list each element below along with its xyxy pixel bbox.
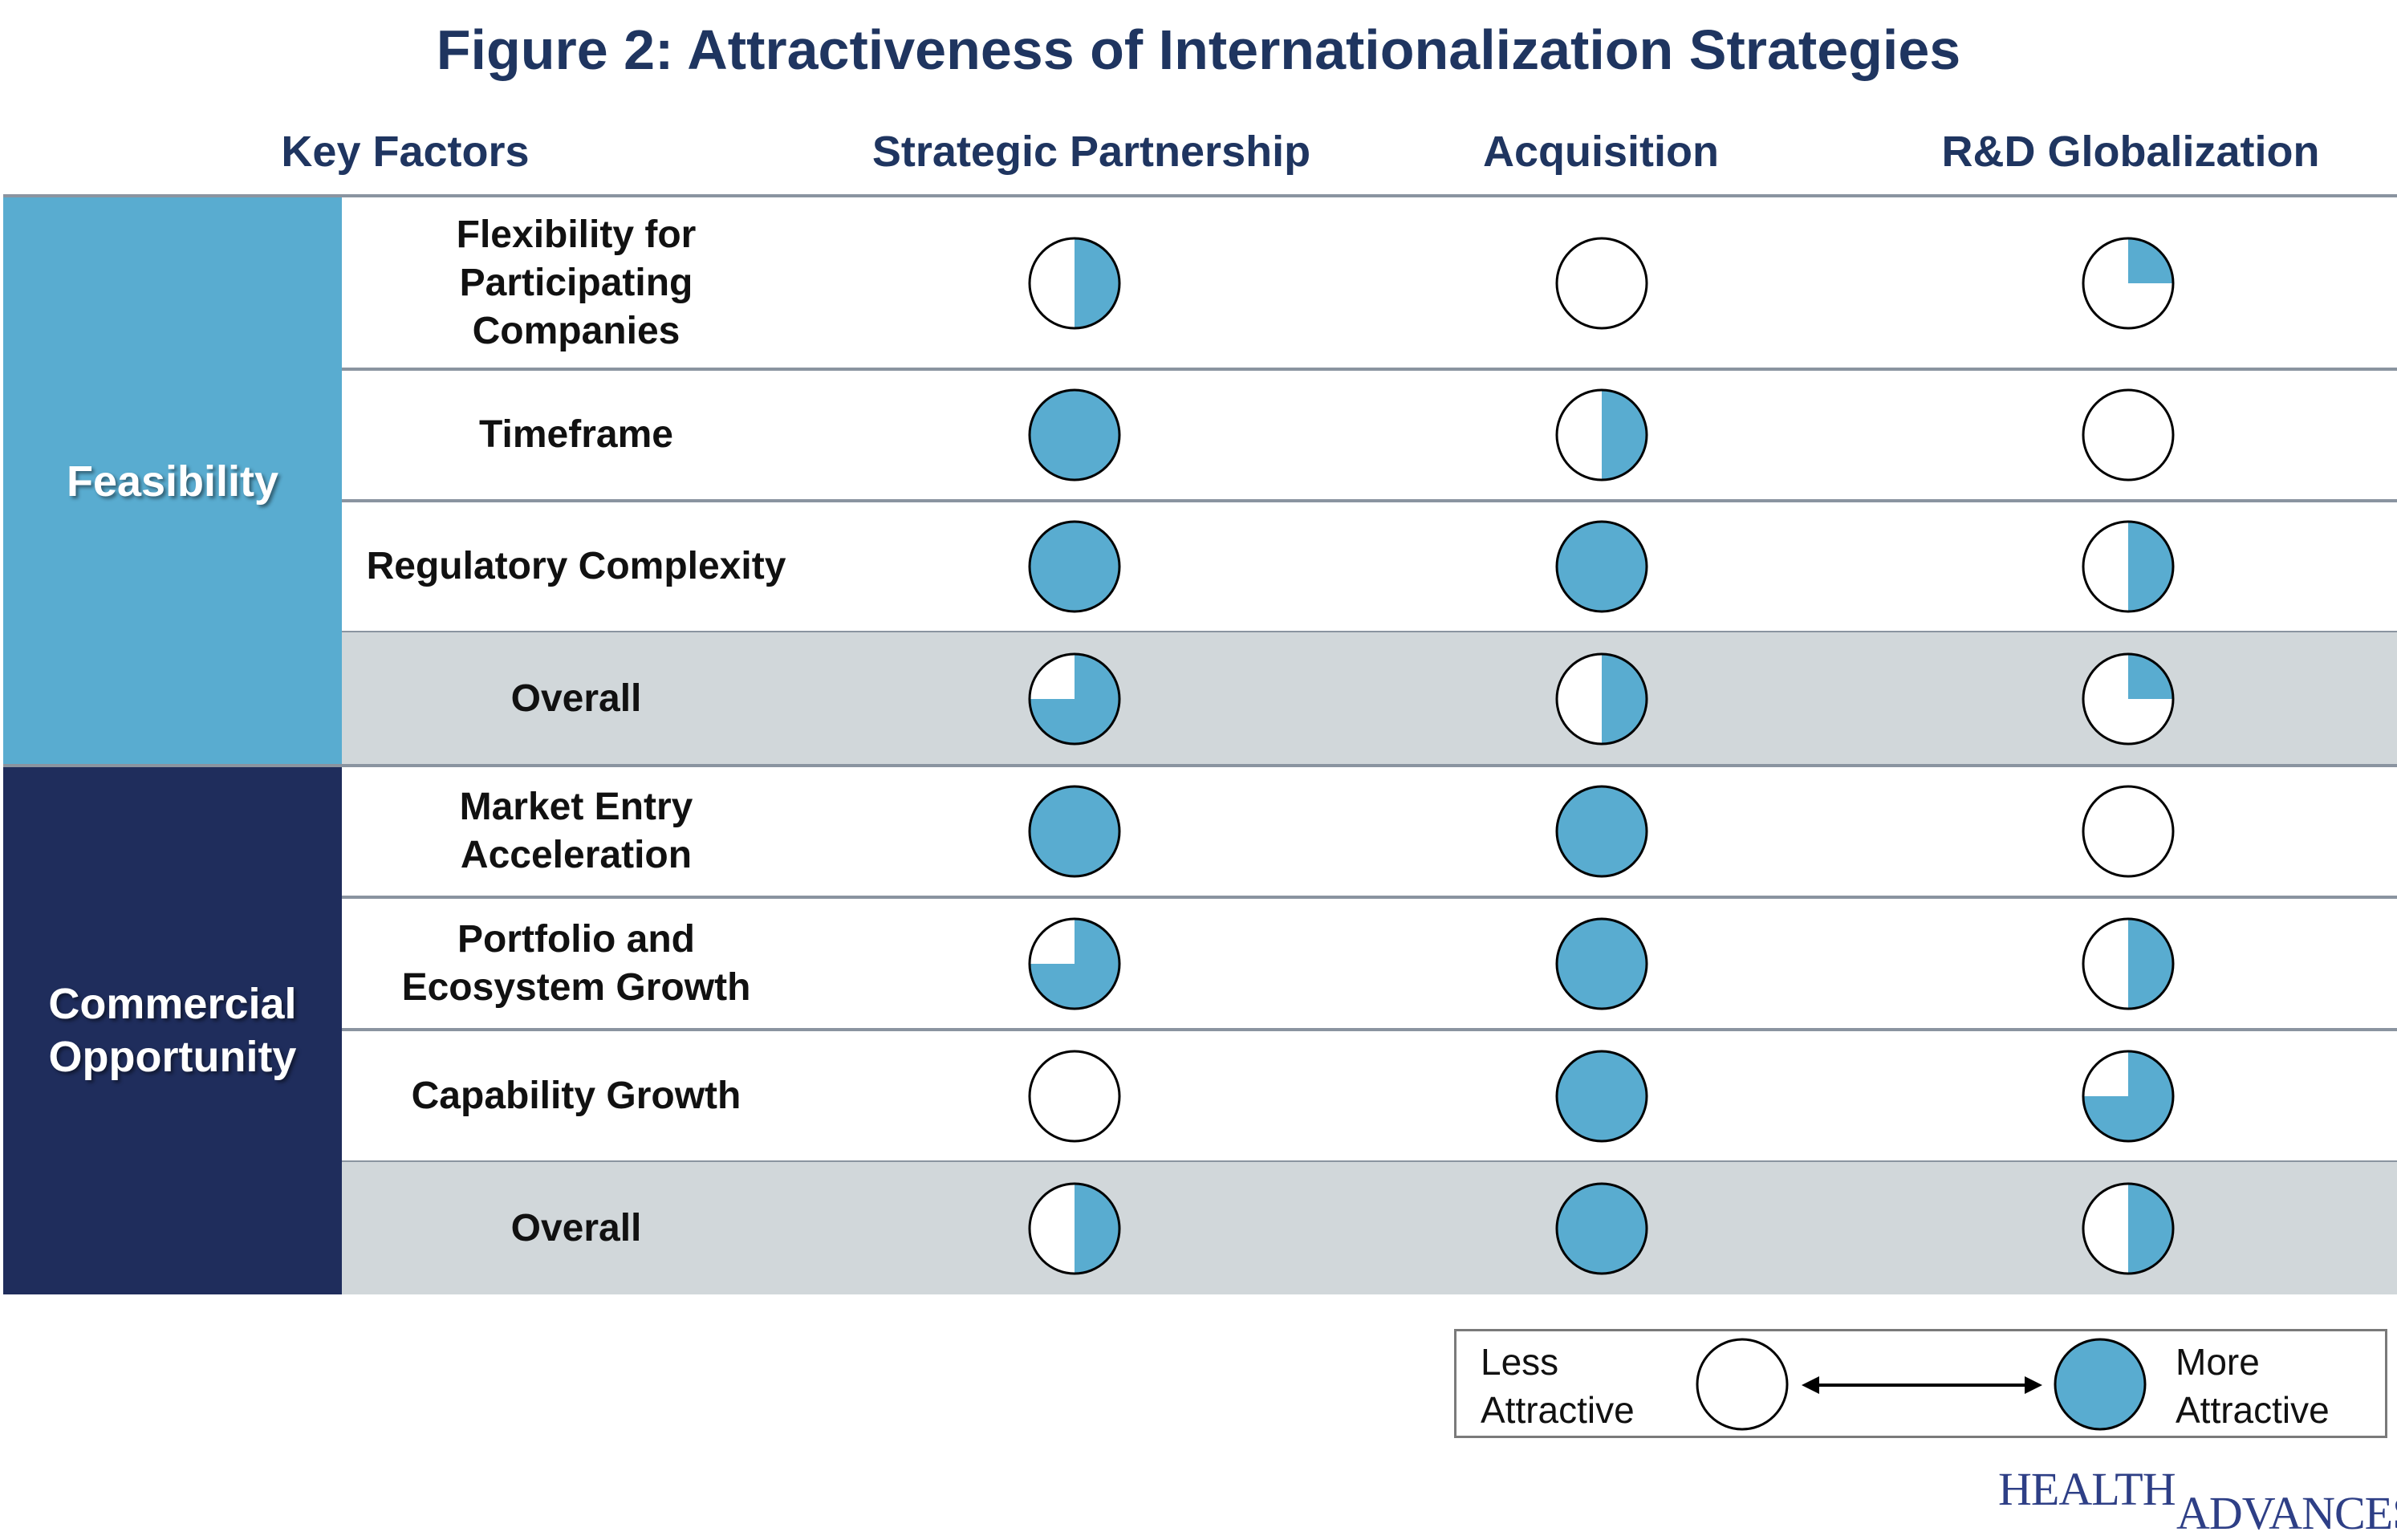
factor-label-text: Regulatory Complexity [366, 545, 786, 587]
harvey-ball-icon [1555, 917, 1648, 1010]
harvey-ball-icon [2082, 785, 2175, 878]
factor-label: Portfolio and Ecosystem Growth [342, 897, 811, 1030]
factor-label: Market Entry Acceleration [342, 766, 811, 897]
harvey-ball-icon [1555, 785, 1648, 878]
health-advances-logo: HEALTH ADVANCES [1998, 1463, 2397, 1539]
column-header-strategic-partnership: Strategic Partnership [871, 128, 1311, 176]
harvey-ball-icon [1555, 1050, 1648, 1142]
factor-label-text: Timeframe [479, 413, 673, 456]
harvey-ball-icon [1028, 1182, 1121, 1274]
factor-label-text: Flexibility for Participating Companies [456, 213, 697, 352]
logo-advances-text: ADVANCES [2176, 1487, 2397, 1539]
factor-label-text: Market Entry Acceleration [459, 786, 693, 876]
factor-label-text: Portfolio and Ecosystem Growth [401, 917, 751, 1009]
row-divider [342, 1028, 2397, 1031]
legend: Less Attractive More Attractive [1454, 1329, 2387, 1438]
harvey-ball-icon [2082, 652, 2175, 746]
harvey-ball-icon [2082, 237, 2175, 330]
harvey-ball-icon [1028, 785, 1121, 878]
factor-label: Overall [342, 1162, 811, 1294]
factor-label: Capability Growth [342, 1030, 811, 1162]
harvey-ball-icon [1555, 520, 1648, 613]
group-label-text: Feasibility [66, 457, 279, 506]
group-divider [3, 764, 2397, 767]
harvey-ball-icon [1555, 388, 1648, 482]
row-divider [342, 896, 2397, 899]
harvey-ball-icon [1028, 388, 1121, 482]
harvey-ball-icon [2082, 1182, 2175, 1274]
harvey-ball-icon [2082, 520, 2175, 613]
harvey-ball-icon [1028, 237, 1121, 330]
harvey-ball-icon [2082, 1050, 2175, 1142]
harvey-ball-icon [1028, 520, 1121, 613]
factor-label: Timeframe [342, 369, 811, 501]
group-label-commercial-opportunity: Commercial Opportunity [3, 766, 342, 1294]
harvey-ball-icon [1028, 1050, 1121, 1142]
overall-row [342, 632, 2397, 766]
harvey-ball-icon [1028, 652, 1121, 746]
key-factors-header: Key Factors [281, 128, 530, 176]
harvey-ball-icon [1555, 652, 1648, 746]
harvey-ball-icon [2082, 917, 2175, 1010]
harvey-ball-icon [1028, 917, 1121, 1010]
factor-label: Flexibility for Participating Companies [342, 197, 811, 369]
factor-label: Overall [342, 632, 811, 766]
column-header-rd-globalization: R&D Globalization [1941, 128, 2320, 176]
row-divider [342, 499, 2397, 502]
legend-more-label: More Attractive [2176, 1341, 2330, 1431]
harvey-ball-icon [1555, 237, 1648, 330]
legend-full-ball-icon [2054, 1338, 2147, 1431]
column-header-acquisition: Acquisition [1483, 128, 1719, 176]
harvey-ball-icon [2082, 388, 2175, 482]
harvey-ball-icon [1555, 1182, 1648, 1274]
group-label-feasibility: Feasibility [3, 197, 342, 766]
header-rule [3, 194, 2397, 197]
factor-label-text: Overall [510, 677, 642, 720]
legend-less-label: Less Attractive [1481, 1341, 1635, 1431]
logo-health-text: HEALTH [1998, 1463, 2176, 1515]
group-label-text: Commercial Opportunity [48, 979, 297, 1081]
factor-label: Regulatory Complexity [342, 501, 811, 632]
chart-title: Figure 2: Attractiveness of Internationa… [436, 18, 1961, 81]
double-arrow-icon [1802, 1376, 2042, 1394]
overall-row [342, 1162, 2397, 1294]
legend-empty-ball-icon [1696, 1338, 1789, 1431]
factor-label-text: Overall [510, 1206, 642, 1249]
factor-label-text: Capability Growth [411, 1074, 741, 1117]
row-divider [342, 368, 2397, 371]
